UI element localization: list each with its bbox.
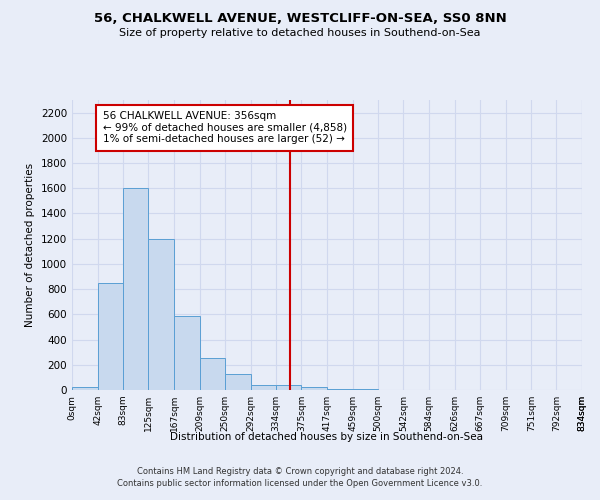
Bar — [276, 385, 301, 390]
Bar — [200, 358, 225, 390]
Bar — [148, 238, 174, 390]
Text: 56, CHALKWELL AVENUE, WESTCLIFF-ON-SEA, SS0 8NN: 56, CHALKWELL AVENUE, WESTCLIFF-ON-SEA, … — [94, 12, 506, 26]
Text: Contains HM Land Registry data © Crown copyright and database right 2024.: Contains HM Land Registry data © Crown c… — [137, 467, 463, 476]
Text: Distribution of detached houses by size in Southend-on-Sea: Distribution of detached houses by size … — [170, 432, 484, 442]
Bar — [251, 385, 276, 390]
Bar — [327, 388, 353, 390]
Y-axis label: Number of detached properties: Number of detached properties — [25, 163, 35, 327]
Bar — [301, 387, 327, 390]
Text: Contains public sector information licensed under the Open Government Licence v3: Contains public sector information licen… — [118, 478, 482, 488]
Bar — [225, 374, 251, 390]
Text: Size of property relative to detached houses in Southend-on-Sea: Size of property relative to detached ho… — [119, 28, 481, 38]
Bar — [72, 387, 98, 390]
Bar — [98, 283, 123, 390]
Bar — [174, 316, 200, 390]
Text: 56 CHALKWELL AVENUE: 356sqm
← 99% of detached houses are smaller (4,858)
1% of s: 56 CHALKWELL AVENUE: 356sqm ← 99% of det… — [103, 111, 347, 144]
Bar — [123, 188, 148, 390]
